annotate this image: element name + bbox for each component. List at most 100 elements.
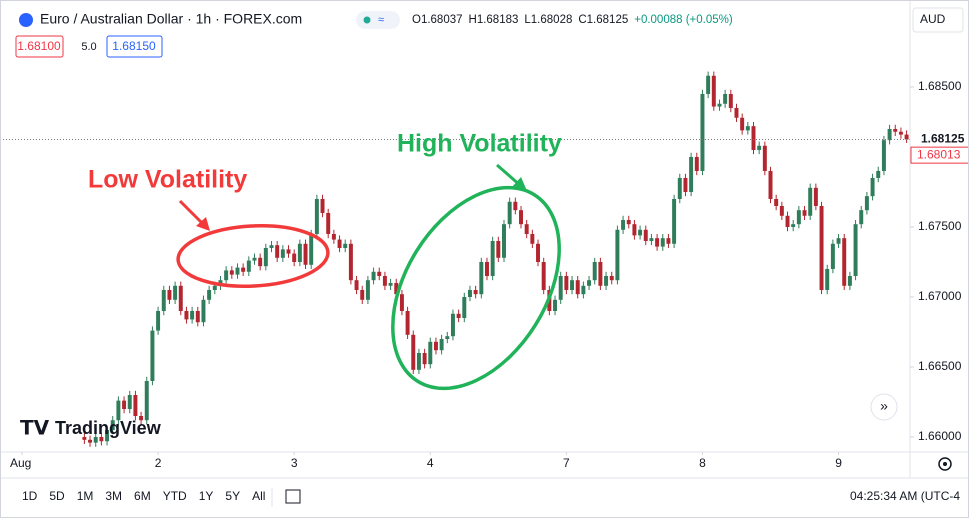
candle-body — [303, 243, 308, 265]
candle-body — [88, 439, 93, 443]
candle-body — [604, 275, 609, 286]
settings-button[interactable] — [938, 457, 952, 471]
candle-body — [887, 128, 892, 141]
candle-body — [876, 170, 881, 178]
x-tick-label: 8 — [699, 456, 706, 470]
candle-body — [212, 285, 217, 290]
buy-price: 1.68150 — [112, 39, 156, 53]
candle-body — [116, 400, 121, 421]
range-button[interactable]: 1M — [77, 489, 94, 503]
candle-body — [638, 229, 643, 236]
bid-price-box — [910, 146, 969, 164]
candle-body — [173, 285, 178, 300]
clock[interactable]: 04:25:34 AM (UTC-4 — [850, 489, 960, 503]
candle-body — [178, 285, 183, 311]
candle-body — [717, 103, 722, 107]
range-button[interactable]: YTD — [163, 489, 187, 503]
date-range-button[interactable] — [285, 489, 301, 504]
candle-body — [405, 310, 410, 335]
symbol-title[interactable]: Euro / Australian Dollar · 1h · FOREX.co… — [40, 11, 302, 27]
range-button[interactable]: 1D — [22, 489, 38, 503]
candle-body — [365, 280, 370, 300]
plot-area — [0, 71, 910, 447]
candle-body — [581, 285, 586, 295]
candle-body — [564, 275, 569, 290]
candle-body — [127, 395, 132, 410]
candle-body — [711, 75, 716, 107]
candle-body — [808, 187, 813, 216]
candle-body — [445, 336, 450, 339]
candle-body — [229, 270, 234, 275]
ohlc-value: C1.68125 — [578, 14, 628, 26]
candle-body — [433, 341, 438, 351]
annotation: High Volatility — [397, 130, 562, 158]
candle-body — [150, 330, 155, 382]
range-button[interactable]: 3M — [105, 489, 122, 503]
annotation: Low Volatility — [88, 166, 247, 194]
y-tick-label: 1.68500 — [918, 79, 962, 93]
candle-body — [847, 275, 852, 286]
candle-body — [592, 261, 597, 281]
range-button[interactable]: 1Y — [199, 489, 214, 503]
sell-price: 1.68100 — [17, 39, 61, 53]
candle-body — [156, 310, 161, 331]
candle-body — [524, 224, 529, 234]
range-button[interactable]: 5Y — [225, 489, 240, 503]
status-dot — [363, 16, 371, 24]
candle-body — [502, 224, 506, 258]
candle-body — [394, 282, 399, 295]
candle-body — [598, 261, 603, 286]
candle-body — [490, 240, 495, 276]
candle-body — [757, 145, 762, 150]
status-pill[interactable] — [356, 11, 400, 29]
candle-body — [689, 156, 694, 192]
candle-body — [105, 430, 110, 442]
candle-body — [331, 233, 336, 240]
range-button[interactable]: 5D — [49, 489, 65, 503]
logo-text: TradingView — [55, 418, 162, 438]
candle-body — [655, 238, 660, 247]
candle-body — [768, 170, 773, 199]
scroll-icon: » — [880, 398, 888, 414]
candle-body — [286, 249, 291, 254]
currency-button[interactable] — [912, 7, 964, 33]
candle-body — [416, 353, 421, 370]
candle-body — [609, 275, 614, 281]
y-tick-label: 1.67500 — [918, 219, 962, 233]
candle-body — [734, 107, 739, 118]
buy-button[interactable] — [106, 35, 163, 58]
candle-body — [819, 205, 824, 290]
scroll-button[interactable] — [870, 393, 898, 421]
candle-body — [484, 261, 489, 276]
candle-body — [184, 310, 189, 320]
candle-body — [694, 156, 699, 171]
sell-button[interactable] — [15, 35, 64, 58]
candle-body — [309, 233, 314, 265]
settings-dot — [943, 462, 947, 466]
candle-body — [558, 275, 563, 300]
candle-body — [263, 247, 268, 267]
candle-body — [740, 117, 745, 131]
candle-body — [99, 437, 104, 442]
candle-body — [728, 93, 733, 108]
candle-body — [723, 93, 728, 104]
candle-body — [235, 267, 240, 275]
last-price-label: 1.68125 — [921, 132, 965, 146]
candle-body — [587, 280, 592, 286]
candle-body — [796, 210, 801, 225]
ohlc-value: H1.68183 — [469, 14, 519, 26]
candle-body — [774, 198, 779, 206]
candle-body — [269, 245, 274, 248]
candle-body — [864, 196, 869, 211]
range-button[interactable]: 6M — [134, 489, 151, 503]
range-button[interactable]: All — [252, 489, 265, 503]
candle-body — [399, 294, 404, 311]
ohlc-value: O1.68037 — [412, 14, 463, 26]
candle-body — [870, 177, 875, 197]
candle-body — [745, 126, 750, 131]
candle-body — [683, 177, 688, 192]
candle-body — [859, 210, 864, 225]
candle-body — [660, 238, 665, 247]
